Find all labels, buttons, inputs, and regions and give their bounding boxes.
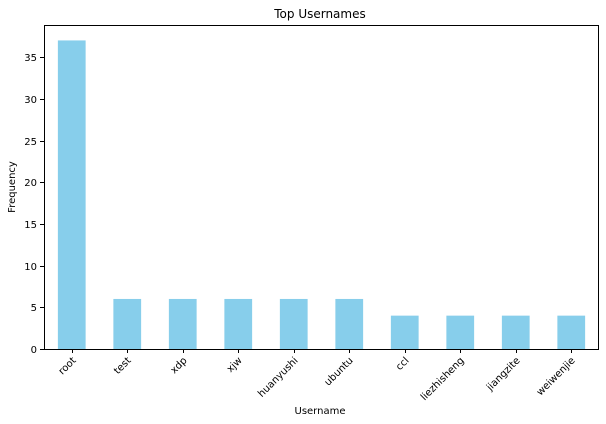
bar-xdp	[168, 298, 197, 349]
bar-root	[57, 40, 86, 350]
x-tick-label: ubuntu	[323, 355, 356, 388]
x-tick-label: xdp	[169, 355, 190, 376]
x-tick-label: jiangzite	[484, 355, 523, 394]
x-tick-label: liezhisheng	[419, 355, 467, 403]
bar-ubuntu	[335, 298, 364, 349]
y-tick-label: 30	[24, 95, 37, 106]
x-tick-label: weiwenjie	[535, 355, 578, 398]
y-tick-label: 5	[31, 303, 37, 314]
y-tick-label: 0	[31, 345, 37, 356]
bar-weiwenjie	[557, 315, 586, 349]
y-axis-label: Frequency	[7, 161, 18, 213]
x-tick-label: test	[112, 355, 133, 376]
y-tick-label: 25	[24, 137, 37, 148]
y-tick-label: 15	[24, 220, 37, 231]
y-tick-label: 20	[24, 178, 37, 189]
bar-xjw	[224, 298, 253, 349]
y-tick-label: 35	[24, 53, 37, 64]
bar-jiangzite	[501, 315, 530, 349]
y-tick-label: 10	[24, 262, 37, 273]
x-tick-label: ccl	[394, 355, 412, 373]
bar-test	[113, 298, 142, 349]
chart-title: Top Usernames	[273, 7, 366, 21]
x-axis-label: Username	[295, 406, 346, 417]
bar-ccl	[390, 315, 419, 349]
bar-liezhisheng	[446, 315, 475, 349]
x-tick-label: root	[57, 355, 79, 377]
x-tick-label: xjw	[225, 355, 245, 375]
plot-frame	[44, 25, 599, 350]
bar-huanyushi	[279, 298, 308, 349]
x-tick-label: huanyushi	[256, 355, 300, 399]
bars-layer	[57, 40, 586, 350]
